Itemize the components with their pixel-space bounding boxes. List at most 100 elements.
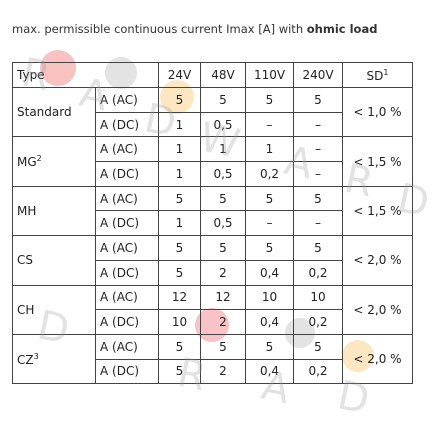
label: SD (366, 68, 384, 83)
type-cell: CS (12, 235, 96, 286)
value-cell: 2 (200, 309, 246, 335)
value-cell: 1 (158, 210, 201, 237)
sd-cell: < 2,0 % (342, 235, 413, 286)
label: Type (17, 68, 45, 82)
row: Standard A (AC) 5 5 5 5 < 1,0 % (12, 86, 413, 138)
value-cell: 5 (293, 235, 343, 261)
value-cell: 5 (293, 333, 343, 360)
label: CZ (17, 352, 34, 367)
value-cell: 5 (158, 333, 201, 360)
value-cell: 0,2 (293, 259, 343, 286)
header-row: Type 24V 48V 110V 240V SD1 (12, 62, 413, 88)
value-cell: 0,5 (200, 161, 246, 187)
header-cell: SD1 (342, 62, 413, 88)
superscript: 2 (36, 154, 42, 164)
label: CH (17, 302, 35, 317)
value-cell: 5 (200, 87, 246, 113)
row: A (DC) 1 0,5– – (13, 210, 413, 237)
value-cell: 2 (200, 259, 246, 286)
unit-cell: A (DC) (95, 358, 159, 385)
value-cell: 1 (158, 136, 201, 163)
value-cell: 5 (245, 87, 294, 113)
header-cell: 240V (293, 62, 343, 88)
header-cell: 24V (158, 62, 201, 88)
label: Standard (17, 105, 72, 120)
sd-cell: < 1,5 % (342, 185, 413, 237)
row: CS A (AC) 5 5 5 5 < 2,0 % (12, 235, 413, 286)
value-cell: 12 (200, 284, 246, 311)
unit-cell: A (DC) (95, 111, 159, 138)
value-cell: 0,2 (245, 161, 294, 187)
value-cell: 5 (158, 185, 201, 212)
sd-cell: < 1,0 % (342, 86, 413, 138)
superscript: 3 (33, 351, 39, 361)
value-cell: 0,5 (200, 111, 246, 138)
unit-cell: A (DC) (95, 309, 159, 335)
unit-cell: A (AC) (95, 235, 159, 261)
value-cell: 0,5 (200, 210, 246, 237)
value-cell: 5 (158, 259, 201, 286)
value-cell: – (293, 210, 343, 237)
row: A (DC) 5 2 0,4 0,2 (13, 358, 413, 385)
unit-cell: A (AC) (95, 87, 159, 113)
unit-cell: A (DC) (95, 161, 159, 187)
type-cell: Standard (12, 86, 96, 138)
value-cell: 1 (200, 136, 246, 163)
label: MH (17, 203, 37, 218)
row: CZ3 A (AC) 5 5 5 5 < 2,0 % (12, 333, 413, 385)
row: CH A (AC) 12 12 10 10 < 2,0 % (12, 284, 413, 335)
value-cell: 12 (158, 284, 201, 311)
value-cell: 5 (245, 235, 294, 261)
value-cell: 5 (293, 87, 343, 113)
row: A (DC) 1 0,5– – (13, 111, 413, 138)
label: 24V (167, 68, 192, 82)
value-cell: 0,4 (245, 309, 294, 335)
value-cell: 5 (200, 333, 246, 360)
unit-cell: A (AC) (95, 333, 159, 360)
value-cell: 2 (200, 358, 246, 385)
type-cell: MH (12, 185, 96, 237)
label: 240V (302, 68, 334, 82)
caption: max. permissible continuous current Imax… (12, 22, 377, 36)
type-cell: MG2 (12, 136, 96, 187)
caption-text: max. permissible continuous current Imax… (12, 22, 307, 36)
unit-cell: A (AC) (95, 284, 159, 311)
unit-cell: A (DC) (95, 259, 159, 286)
caption-bold: ohmic load (306, 22, 378, 36)
value-cell: 5 (245, 333, 294, 360)
label: 110V (253, 68, 286, 82)
value-cell: – (293, 161, 343, 187)
sd-cell: < 2,0 % (342, 333, 413, 385)
header-cell: Type (12, 62, 159, 88)
label: 48V (211, 68, 235, 82)
label: MG (17, 155, 37, 170)
value-cell: 0,2 (293, 358, 343, 385)
unit-cell: A (DC) (95, 210, 159, 237)
value-cell: 10 (245, 284, 294, 311)
value-cell: 0,4 (245, 358, 294, 385)
unit-cell: A (AC) (95, 136, 159, 163)
value-cell: 1 (158, 111, 201, 138)
unit-cell: A (AC) (95, 185, 159, 212)
value-cell: 5 (158, 235, 201, 261)
value-cell: 5 (245, 185, 294, 212)
value-cell: 5 (158, 87, 201, 113)
value-cell: 10 (293, 284, 343, 311)
value-cell: – (245, 210, 294, 237)
header-cell: 48V (200, 62, 246, 88)
value-cell: 10 (158, 309, 201, 335)
value-cell: – (293, 136, 343, 163)
value-cell: 0,4 (245, 259, 294, 286)
sd-cell: < 1,5 % (342, 136, 413, 187)
type-cell: CZ3 (12, 333, 96, 385)
sd-cell: < 2,0 % (342, 284, 413, 335)
value-cell: 5 (293, 185, 343, 212)
superscript: 1 (383, 67, 389, 77)
value-cell: – (293, 111, 343, 138)
page: max. permissible continuous current Imax… (12, 22, 432, 424)
current-table: Type 24V 48V 110V 240V SD1 Standard A (AC) 5 5 5 5… (12, 62, 413, 385)
value-cell: – (245, 111, 294, 138)
value-cell: 5 (200, 185, 246, 212)
label: CS (17, 253, 33, 268)
row: MH A (AC) 5 5 5 5 < 1,5 % (12, 185, 413, 237)
